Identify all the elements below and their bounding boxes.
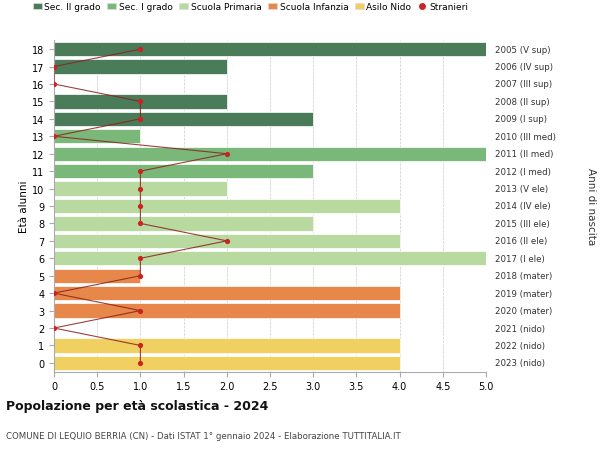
Text: 2006 (IV sup): 2006 (IV sup) [495, 63, 553, 72]
Bar [54, 147, 486, 162]
Text: 2018 (mater): 2018 (mater) [495, 272, 552, 280]
Point [136, 342, 145, 349]
Bar [54, 252, 486, 266]
Point [136, 185, 145, 193]
Point [136, 203, 145, 210]
Point [222, 151, 232, 158]
Point [136, 46, 145, 54]
Text: 2005 (V sup): 2005 (V sup) [495, 45, 551, 55]
Text: 2007 (III sup): 2007 (III sup) [495, 80, 552, 90]
Text: 2015 (III ele): 2015 (III ele) [495, 219, 550, 229]
Text: 2010 (III med): 2010 (III med) [495, 133, 556, 141]
Point [136, 307, 145, 314]
Text: 2011 (II med): 2011 (II med) [495, 150, 553, 159]
Point [136, 359, 145, 367]
Text: 2021 (nido): 2021 (nido) [495, 324, 545, 333]
Point [136, 99, 145, 106]
Text: 2023 (nido): 2023 (nido) [495, 358, 545, 368]
Bar [54, 286, 400, 301]
Point [49, 325, 59, 332]
Text: COMUNE DI LEQUIO BERRIA (CN) - Dati ISTAT 1° gennaio 2024 - Elaborazione TUTTITA: COMUNE DI LEQUIO BERRIA (CN) - Dati ISTA… [6, 431, 401, 441]
Bar [54, 356, 400, 370]
Point [136, 273, 145, 280]
Bar [54, 199, 400, 214]
Point [136, 255, 145, 263]
Bar [54, 112, 313, 127]
Point [136, 220, 145, 228]
Bar [54, 217, 313, 231]
Y-axis label: Età alunni: Età alunni [19, 180, 29, 233]
Point [49, 81, 59, 89]
Bar [54, 165, 313, 179]
Bar [54, 95, 227, 109]
Point [136, 116, 145, 123]
Bar [54, 234, 400, 248]
Text: 2013 (V ele): 2013 (V ele) [495, 185, 548, 194]
Text: 2009 (I sup): 2009 (I sup) [495, 115, 547, 124]
Text: Popolazione per età scolastica - 2024: Popolazione per età scolastica - 2024 [6, 399, 268, 412]
Text: 2017 (I ele): 2017 (I ele) [495, 254, 545, 263]
Bar [54, 60, 227, 74]
Point [222, 238, 232, 245]
Bar [54, 339, 400, 353]
Bar [54, 130, 140, 144]
Legend: Sec. II grado, Sec. I grado, Scuola Primaria, Scuola Infanzia, Asilo Nido, Stran: Sec. II grado, Sec. I grado, Scuola Prim… [32, 3, 469, 12]
Bar [54, 304, 400, 318]
Bar [54, 43, 486, 57]
Bar [54, 182, 227, 196]
Point [49, 133, 59, 140]
Text: 2020 (mater): 2020 (mater) [495, 307, 552, 315]
Text: 2016 (II ele): 2016 (II ele) [495, 237, 547, 246]
Text: 2022 (nido): 2022 (nido) [495, 341, 545, 350]
Point [49, 290, 59, 297]
Bar [54, 269, 140, 283]
Text: Anni di nascita: Anni di nascita [586, 168, 596, 245]
Text: 2014 (IV ele): 2014 (IV ele) [495, 202, 551, 211]
Text: 2019 (mater): 2019 (mater) [495, 289, 552, 298]
Point [136, 168, 145, 175]
Text: 2008 (II sup): 2008 (II sup) [495, 98, 550, 106]
Point [49, 64, 59, 71]
Text: 2012 (I med): 2012 (I med) [495, 167, 551, 176]
